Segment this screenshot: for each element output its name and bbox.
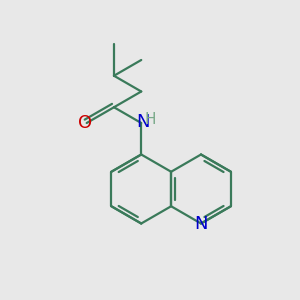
Text: N: N [136,113,150,131]
Text: O: O [78,114,92,132]
Text: N: N [194,215,208,233]
Text: H: H [145,112,156,128]
